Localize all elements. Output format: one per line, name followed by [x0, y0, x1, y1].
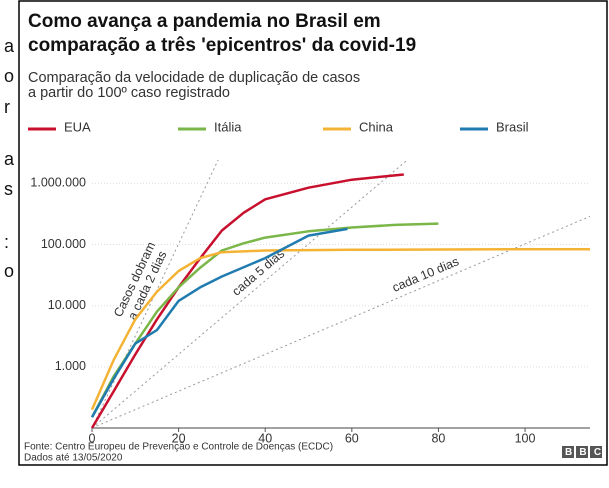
y-tick-label: 100.000	[41, 237, 86, 251]
y-tick-label: 1.000.000	[30, 176, 86, 190]
background-text: a	[4, 149, 15, 169]
x-tick-label: 0	[89, 431, 96, 445]
y-tick-label: 10.000	[48, 298, 86, 312]
logo-box	[590, 446, 602, 458]
reference-line	[92, 160, 409, 428]
chart-subtitle: a partir do 100º caso registrado	[28, 85, 230, 101]
chart-subtitle: Comparação da velocidade de duplicação d…	[28, 70, 360, 86]
source: Dados até 13/05/2020	[24, 453, 123, 464]
legend-label: China	[359, 119, 394, 134]
background-text: o	[4, 66, 14, 86]
series-line	[90, 247, 590, 411]
background-text: :	[4, 232, 9, 252]
x-tick-label: 40	[258, 431, 272, 445]
legend-label: Brasil	[496, 119, 529, 134]
x-tick-label: 60	[345, 431, 359, 445]
legend-label: Itália	[214, 119, 242, 134]
x-tick-label: 20	[172, 431, 186, 445]
chart-title: comparação a três 'epicentros' da covid-…	[28, 35, 416, 56]
source: Fonte: Centro Europeu de Prevenção e Con…	[24, 442, 333, 453]
background-text: a	[4, 36, 15, 56]
series-line	[90, 173, 404, 429]
reference-line	[92, 215, 591, 428]
series-line	[90, 227, 348, 418]
reference-lines	[92, 160, 591, 428]
background-text: o	[4, 261, 14, 281]
background-text: r	[4, 97, 10, 117]
logo-box	[562, 446, 574, 458]
x-tick-label: 80	[431, 431, 445, 445]
logo: BBC	[565, 447, 608, 458]
background-text: s	[4, 179, 13, 199]
legend-label: EUA	[64, 119, 91, 134]
logo-box	[576, 446, 588, 458]
chart-title: Como avança a pandemia no Brasil em	[28, 11, 381, 32]
x-tick-label: 100	[515, 431, 536, 445]
y-tick-label: 1.000	[55, 359, 86, 373]
